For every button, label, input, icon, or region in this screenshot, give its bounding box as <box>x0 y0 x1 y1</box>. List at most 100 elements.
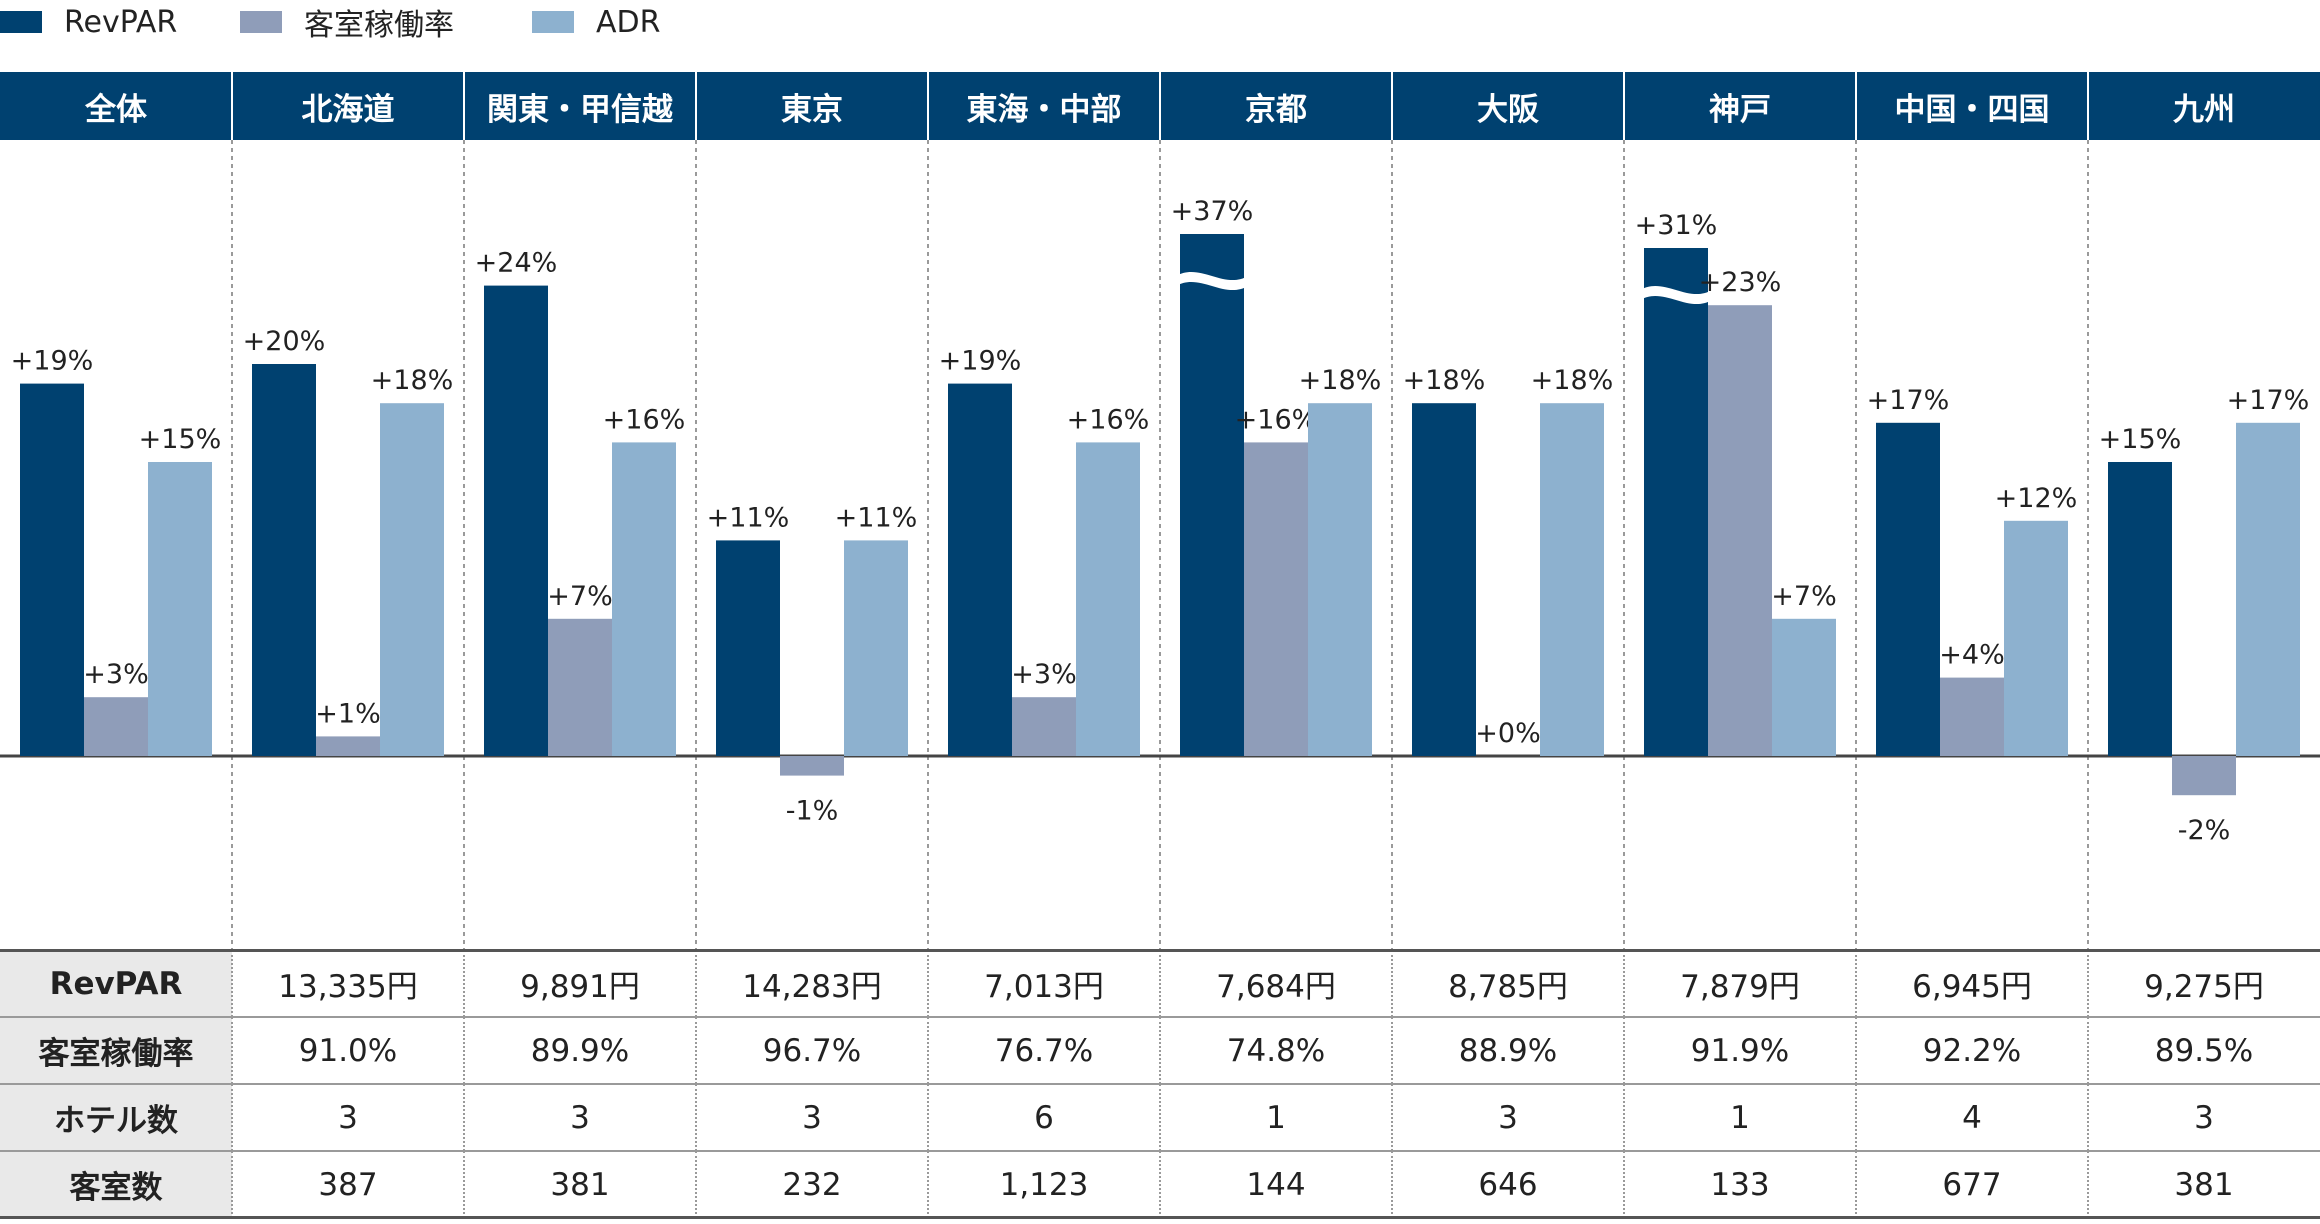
table-cell: 144 <box>1246 1166 1306 1203</box>
bar-occupancy <box>1940 677 2004 756</box>
table-column-divider <box>1623 950 1625 1017</box>
table-column-divider <box>695 1084 697 1151</box>
data-label: +23% <box>1699 267 1782 298</box>
table-cell: 89.5% <box>2154 1032 2254 1069</box>
bar-adr <box>380 403 444 756</box>
table-cell: 7,879円 <box>1680 969 1800 1005</box>
data-label: +16% <box>603 404 686 435</box>
data-label: +7% <box>1771 581 1836 612</box>
table-column-divider <box>1623 1017 1625 1084</box>
bar-revpar <box>252 364 316 756</box>
table-cell: 14,283円 <box>742 969 882 1005</box>
table-column-divider <box>695 950 697 1017</box>
table-column-divider <box>1391 1017 1393 1084</box>
table-column-divider <box>2087 1084 2089 1151</box>
legend-label-occupancy: 客室稼働率 <box>304 8 454 43</box>
table-cell: 9,275円 <box>2144 969 2264 1005</box>
region-header-bar: 全体 北海道 関東・甲信越 東京 東海・中部 京都 大阪 神戸 中国・四国 九州 <box>0 72 2320 140</box>
legend-swatch-occupancy <box>240 11 282 33</box>
header-divider <box>1159 72 1161 140</box>
data-label: +1% <box>315 698 380 729</box>
table-column-divider <box>927 950 929 1017</box>
table-column-divider <box>1391 1151 1393 1218</box>
data-label: +20% <box>243 326 326 357</box>
table-cell: 646 <box>1478 1166 1538 1203</box>
table-column-divider <box>1159 1151 1161 1218</box>
bar-adr <box>148 462 212 756</box>
table-column-divider <box>1159 950 1161 1017</box>
table-cell: 9,891円 <box>520 969 640 1005</box>
table-cell: 6,945円 <box>1912 969 2032 1005</box>
bar-revpar <box>948 383 1012 756</box>
table-cell: 232 <box>782 1166 842 1203</box>
bar-occupancy <box>1708 305 1772 756</box>
table-column-divider <box>1391 1084 1393 1151</box>
data-label: +4% <box>1939 640 2004 671</box>
bar-adr <box>1076 442 1140 756</box>
table-column-divider <box>695 1151 697 1218</box>
bar-revpar <box>716 540 780 756</box>
bar-occupancy <box>316 736 380 756</box>
table-cell: 91.9% <box>1690 1032 1790 1069</box>
table-cell: 88.9% <box>1458 1032 1558 1069</box>
table-row: RevPAR 13,335円 9,891円 14,283円 7,013円 7,684円 8,… <box>0 950 2320 1017</box>
table-column-divider <box>463 950 465 1017</box>
data-label: +17% <box>2227 385 2310 416</box>
data-label: +16% <box>1235 404 1318 435</box>
table-cell: 3 <box>2194 1099 2214 1136</box>
bar-revpar <box>1180 234 1244 756</box>
table-column-divider <box>927 1151 929 1218</box>
bar-occupancy <box>2172 756 2236 796</box>
table-row: ホテル数 3 3 3 6 1 3 1 4 3 <box>0 1084 2320 1151</box>
header-divider <box>927 72 929 140</box>
table-row-label: 客室稼働率 <box>0 1017 232 1084</box>
data-label: +11% <box>835 502 918 533</box>
bar-adr <box>612 442 676 756</box>
header-cell: 東海・中部 <box>966 91 1122 128</box>
table-cell: 13,335円 <box>278 969 418 1005</box>
bar-adr <box>1308 403 1372 756</box>
data-label: +19% <box>11 346 94 377</box>
header-cell: 北海道 <box>301 91 395 128</box>
table-column-divider <box>463 1151 465 1218</box>
table-column-divider <box>463 1084 465 1151</box>
table-column-divider <box>695 1017 697 1084</box>
table-cell: 7,013円 <box>984 969 1104 1005</box>
header-cell: 神戸 <box>1709 91 1771 128</box>
table-column-divider <box>2087 950 2089 1017</box>
table-cell: 76.7% <box>994 1032 1094 1069</box>
table-divider <box>0 1016 2320 1018</box>
table-column-divider <box>1159 1017 1161 1084</box>
legend-swatch-revpar <box>0 11 42 33</box>
bar-adr <box>1540 403 1604 756</box>
data-label: +7% <box>547 581 612 612</box>
header-cell: 九州 <box>2173 91 2235 128</box>
data-label: +11% <box>707 502 790 533</box>
table-column-divider <box>927 1084 929 1151</box>
table-cell: 6 <box>1034 1099 1054 1136</box>
table-column-divider <box>1623 1151 1625 1218</box>
bar-revpar <box>1644 248 1708 756</box>
data-label: +18% <box>371 365 454 396</box>
bar-occupancy <box>1244 442 1308 756</box>
bar-revpar <box>2108 462 2172 756</box>
table-cell: 381 <box>2174 1166 2234 1203</box>
header-cell: 関東・甲信越 <box>487 91 673 128</box>
axis-break-mark <box>1176 271 1248 291</box>
table-column-divider <box>2087 1017 2089 1084</box>
data-label: +15% <box>139 424 222 455</box>
table-cell: 4 <box>1962 1099 1982 1136</box>
table-divider <box>0 1150 2320 1152</box>
table-cell: 91.0% <box>298 1032 398 1069</box>
header-cell: 全体 <box>85 91 147 128</box>
data-label: -2% <box>2178 815 2231 846</box>
bar-chart: +19% +20% +24% +11% +19% +37% +18% +31% +17% +15%… <box>0 140 2320 950</box>
table-column-divider <box>463 1017 465 1084</box>
data-label: +18% <box>1299 365 1382 396</box>
axis-break-mark <box>1640 285 1712 305</box>
header-divider <box>463 72 465 140</box>
bar-adr <box>2236 422 2300 756</box>
header-divider <box>1623 72 1625 140</box>
bar-occupancy <box>780 756 844 776</box>
table-row-label: ホテル数 <box>0 1084 232 1151</box>
